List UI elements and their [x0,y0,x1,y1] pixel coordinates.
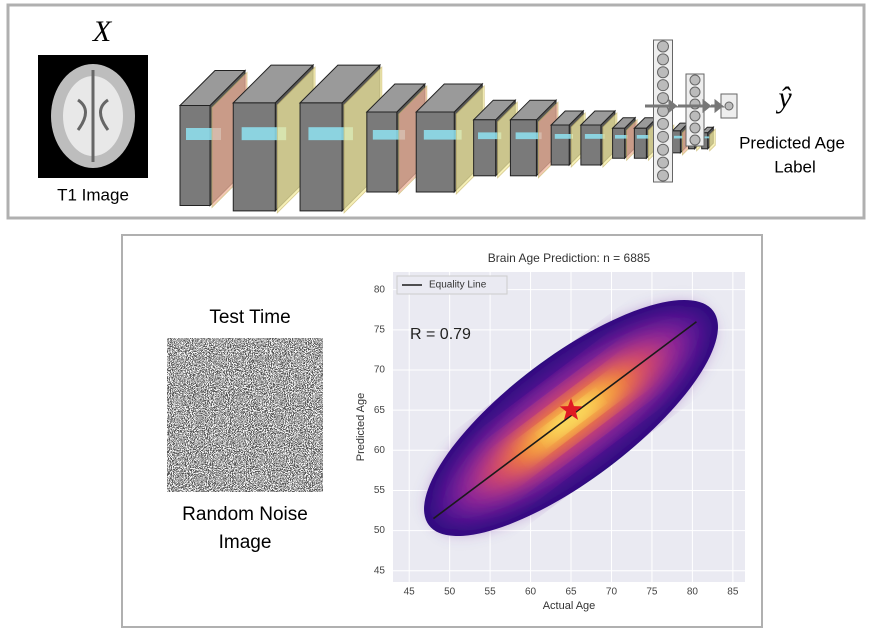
neuron [657,169,669,182]
block-front [509,119,537,177]
neuron [657,79,669,92]
neuron [689,86,701,98]
noise-label: Random Noise [182,504,308,525]
kernel [636,135,650,139]
block-front [232,102,276,212]
block-front [580,124,602,166]
kernel [478,132,502,140]
neuron [657,143,669,156]
y-tick-label: 50 [374,525,386,536]
x-tick-label: 45 [404,587,416,598]
kernel [308,127,353,141]
bottom-panel [121,234,763,628]
block-front [366,111,398,193]
y-tick-label: 80 [374,284,386,295]
activation [709,128,716,152]
x-tick-label: 65 [565,587,577,598]
neuron [657,66,669,79]
legend-label: Equality Line [429,280,487,291]
block-front [633,127,647,159]
kernel [584,134,605,139]
block-front [179,105,211,206]
density-layer [544,397,598,439]
cnn [178,39,738,214]
neuron [657,130,669,143]
neuron [689,74,701,86]
neuron [657,156,669,169]
neuron [657,53,669,66]
x-tick-label: 70 [606,587,618,598]
y-tick-label: 65 [374,405,386,416]
x-tick-label: 60 [525,587,537,598]
y-tick-label: 75 [374,324,386,335]
output-label: Predicted Age [739,133,845,152]
input-symbol: X [92,15,113,48]
top-panel [6,3,866,220]
y-tick-label: 70 [374,365,386,376]
output-symbol: ŷ [775,81,792,114]
x-tick-label: 80 [687,587,699,598]
input-label: T1 Image [57,185,129,204]
highlight-star [559,398,583,420]
neuron [689,122,701,134]
kernel [673,135,683,139]
block-front [671,130,681,154]
y-tick-label: 60 [374,445,386,456]
neuron [689,110,701,122]
kernel [241,127,287,141]
block-front [415,111,455,193]
neuron [657,40,669,53]
arrow [678,98,714,114]
block-front [550,124,570,166]
brain-folds [76,70,110,162]
noise-label: Image [219,532,272,553]
kernel [515,132,542,140]
noise-image [180,351,310,479]
kernel [554,134,573,139]
kernel [372,130,406,140]
test-label: Test Time [209,307,290,328]
x-tick-label: 55 [485,587,497,598]
x-tick-label: 85 [727,587,739,598]
y-tick-label: 55 [374,485,386,496]
x-tick-label: 75 [646,587,658,598]
block-front [299,102,343,212]
output-label: Label [774,157,816,176]
block-front [612,127,626,159]
arrow [645,98,680,114]
chart: Brain Age Prediction: n = 6885 45 50 55 60 65… [355,251,745,612]
arrow [711,98,726,114]
kernel [423,130,462,140]
block-front [473,119,497,177]
x-axis-label: Actual Age [543,600,596,612]
y-tick-label: 45 [374,565,386,576]
annotation: R = 0.79 [410,326,471,343]
legend-box [396,275,508,295]
x-tick-label: 50 [444,587,456,598]
neuron [689,134,701,146]
kernel [702,136,710,139]
chart-title: Brain Age Prediction: n = 6885 [488,251,651,265]
neuron [657,92,669,105]
neuron [657,117,669,130]
kernel [614,135,628,139]
equality-line [432,321,697,520]
neuron [724,101,734,111]
y-axis-label: Predicted Age [355,393,367,462]
